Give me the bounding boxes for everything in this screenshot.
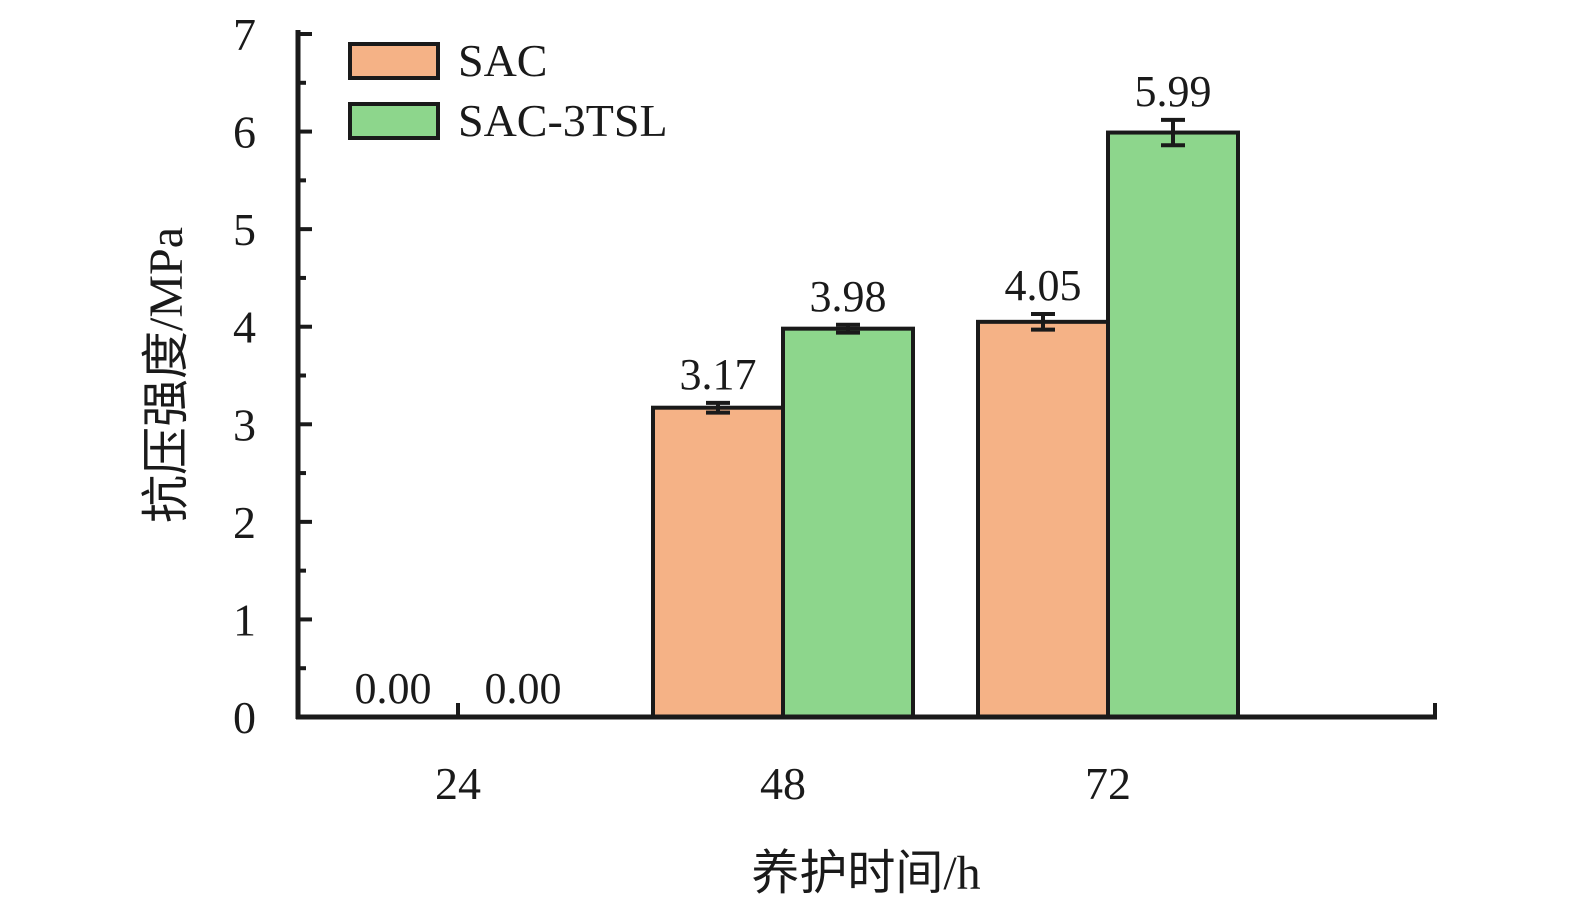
y-tick-label: 5: [233, 204, 256, 255]
data-label-sac-3tsl-48: 3.98: [810, 272, 887, 321]
y-tick-label: 7: [233, 9, 256, 60]
y-tick-label: 1: [233, 594, 256, 645]
data-label-sac-48: 3.17: [680, 350, 757, 399]
error-bar-sac-48: [706, 400, 730, 415]
legend-swatch-sac: [348, 42, 440, 80]
y-tick-label: 0: [233, 692, 256, 743]
x-axis-title: 养护时间/h: [751, 847, 980, 900]
legend-label-sac: SAC: [458, 35, 547, 86]
y-tick-label: 3: [233, 399, 256, 450]
bar-sac-72: [976, 319, 1110, 719]
y-axis-ticks: 0 1 2 3 4 5 6 7: [233, 9, 312, 743]
bars-layer: [651, 130, 1240, 720]
error-bar-sac-72: [1031, 312, 1055, 332]
bar-sac-3tsl-72: [1106, 130, 1240, 720]
legend-label-sac-3tsl: SAC-3TSL: [458, 95, 668, 146]
bar-sac-48: [651, 405, 785, 719]
x-tick-label: 24: [435, 758, 481, 809]
x-tick-label: 48: [760, 758, 806, 809]
y-tick-label: 4: [233, 302, 256, 353]
y-tick-label: 2: [233, 497, 256, 548]
legend: SAC SAC-3TSL: [348, 35, 668, 146]
data-labels-layer: 0.00 3.17 4.05 0.00 3.98 5.99: [355, 67, 1212, 713]
legend-swatch-sac-3tsl: [348, 102, 440, 140]
error-bar-sac-3tsl-48: [836, 322, 860, 335]
x-tick-label: 72: [1085, 758, 1131, 809]
x-axis-ticks: 24 48 72: [435, 703, 1437, 809]
bar-sac-3tsl-48: [781, 326, 915, 719]
y-tick-label: 6: [233, 107, 256, 158]
data-label-sac-72: 4.05: [1005, 261, 1082, 310]
error-bar-sac-3tsl-72: [1161, 117, 1185, 148]
error-bars-layer: [706, 117, 1185, 415]
data-label-sac-3tsl-24: 0.00: [485, 664, 562, 713]
data-label-sac-24: 0.00: [355, 664, 432, 713]
data-label-sac-3tsl-72: 5.99: [1135, 67, 1212, 116]
y-axis-title: 抗压强度/MPa: [140, 227, 193, 523]
